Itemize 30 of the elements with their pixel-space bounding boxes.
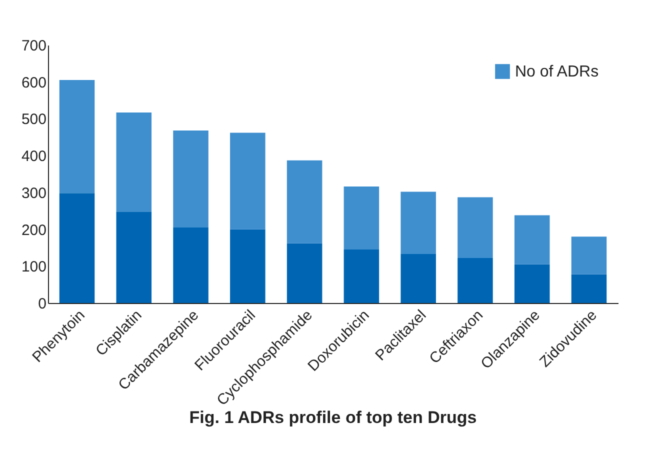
bar: [458, 258, 493, 303]
bar: [458, 197, 493, 258]
bar: [344, 250, 380, 303]
bar: [230, 132, 266, 230]
bar: [514, 264, 550, 303]
bar: [400, 192, 436, 254]
bar: [571, 274, 607, 303]
bar: [173, 227, 208, 303]
y-tick-label: 400: [21, 148, 46, 166]
bar: [173, 130, 208, 228]
bar: [59, 193, 95, 303]
bar: [286, 243, 322, 303]
bar: [344, 186, 380, 250]
bar: [230, 229, 266, 303]
bar: [400, 254, 436, 303]
bar: [514, 215, 550, 264]
y-tick-label: 700: [21, 38, 46, 54]
bar: [571, 236, 607, 274]
y-tick-label: 0: [38, 296, 46, 312]
text: Fig. 1 ADRs profile of top ten Drugs: [189, 408, 477, 427]
bar: [59, 80, 95, 194]
y-tick-label: 100: [21, 258, 46, 276]
legend-label: No of ADRs: [515, 64, 599, 80]
bar: [286, 160, 322, 244]
bar: [116, 212, 152, 303]
y-tick-label: 200: [21, 222, 46, 239]
y-tick-label: 300: [21, 184, 46, 202]
y-tick-label: 600: [21, 74, 46, 92]
bar: [116, 112, 152, 212]
y-tick-label: 500: [21, 111, 46, 128]
